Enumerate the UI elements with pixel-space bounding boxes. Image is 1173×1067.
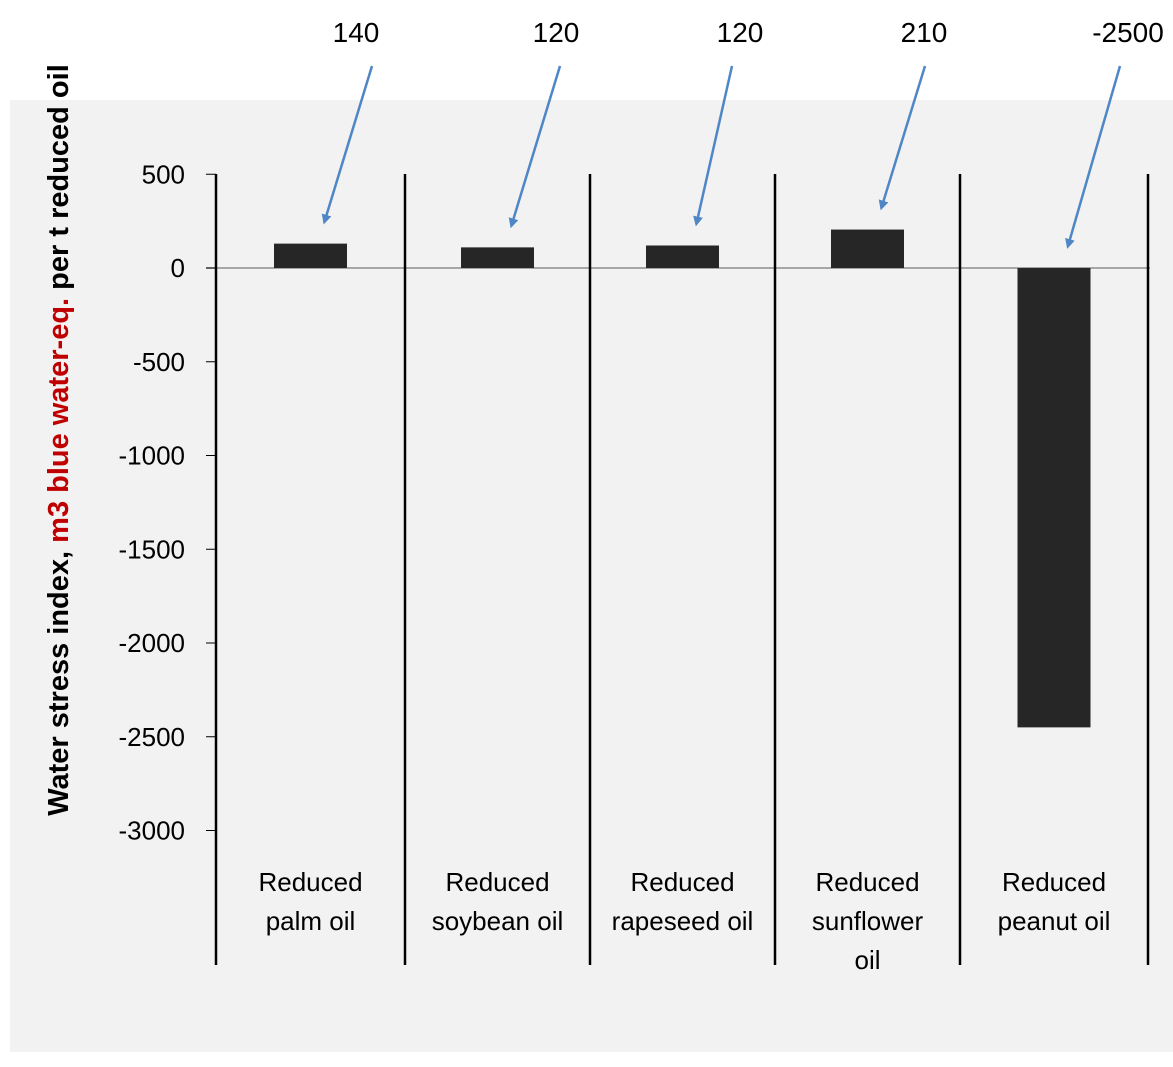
annotation-label: -2500 (1092, 17, 1164, 48)
category-label: sunflower (812, 906, 924, 936)
y-tick-label: -1000 (119, 441, 186, 471)
y-tick-label: 500 (142, 159, 185, 189)
y-tick-label: -2500 (119, 722, 186, 752)
annotation-arrow (508, 65, 562, 229)
annotation-arrow (321, 65, 374, 225)
annotation-arrow (878, 65, 927, 211)
category-label: Reduced (258, 867, 362, 897)
annotation-label: 120 (533, 17, 580, 48)
annotation-label: 120 (717, 17, 764, 48)
category-label: palm oil (266, 906, 356, 936)
category-label: peanut oil (998, 906, 1111, 936)
category-label: Reduced (815, 867, 919, 897)
category-label: Reduced (1002, 867, 1106, 897)
y-axis-label-part: per t reduced oil (43, 64, 75, 298)
annotation-label: 210 (901, 17, 948, 48)
bar (831, 229, 904, 268)
category-label: Reduced (445, 867, 549, 897)
y-axis-label-part: Water stress index, (43, 543, 75, 816)
y-axis-label-part: m3 blue water-eq. (43, 298, 75, 543)
plot-area-background (10, 100, 1173, 1052)
y-tick-label: 0 (171, 253, 185, 283)
y-tick-label: -3000 (119, 816, 186, 846)
y-tick-label: -2000 (119, 628, 186, 658)
bar (461, 247, 534, 268)
bar (274, 243, 347, 268)
category-label: rapeseed oil (612, 906, 754, 936)
category-label: Reduced (630, 867, 734, 897)
annotation-label: 140 (333, 17, 380, 48)
annotation-arrow (1065, 65, 1122, 249)
annotation-arrow (693, 65, 734, 227)
bar (1017, 268, 1091, 728)
y-tick-label: -1500 (119, 534, 186, 564)
category-label: soybean oil (432, 906, 564, 936)
y-axis-label: Water stress index, m3 blue water-eq. pe… (43, 64, 75, 816)
bar (646, 245, 719, 268)
category-label: oil (854, 945, 880, 975)
y-tick-label: -500 (133, 347, 185, 377)
